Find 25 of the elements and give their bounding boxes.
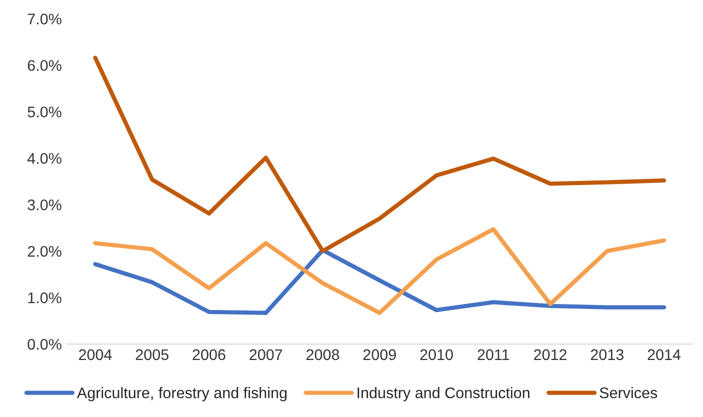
- x-tick-label: 2004: [79, 349, 112, 360]
- line-series: [93, 56, 666, 254]
- y-tick-label: 3.0%: [28, 199, 62, 210]
- y-tick-label: 7.0%: [28, 14, 62, 24]
- x-tick-label: 2012: [534, 349, 566, 360]
- x-tick-label: 2009: [363, 349, 396, 360]
- x-tick-label: 2010: [420, 349, 453, 360]
- x-tick-label: 2014: [648, 349, 681, 360]
- legend-label: Industry and Construction: [358, 387, 530, 402]
- x-tick-label: 2008: [306, 349, 340, 360]
- line-series: [93, 248, 666, 315]
- legend-label: Agriculture, forestry and fishing: [76, 387, 287, 402]
- y-tick-label: 2.0%: [28, 246, 62, 257]
- y-tick-label: 0.0%: [28, 338, 62, 350]
- x-tick-label: 2005: [136, 349, 168, 360]
- x-tick-label: 2007: [250, 349, 282, 360]
- legend-label: Services: [600, 387, 658, 398]
- x-tick-label: 2011: [478, 349, 510, 360]
- line-series: [93, 227, 666, 315]
- y-tick-label: 5.0%: [28, 106, 62, 118]
- y-tick-label: 4.0%: [27, 153, 62, 164]
- y-tick-label: 6.0%: [28, 60, 62, 71]
- x-tick-label: 2013: [590, 349, 624, 360]
- x-tick-label: 2006: [192, 349, 226, 360]
- y-tick-label: 1.0%: [28, 292, 62, 304]
